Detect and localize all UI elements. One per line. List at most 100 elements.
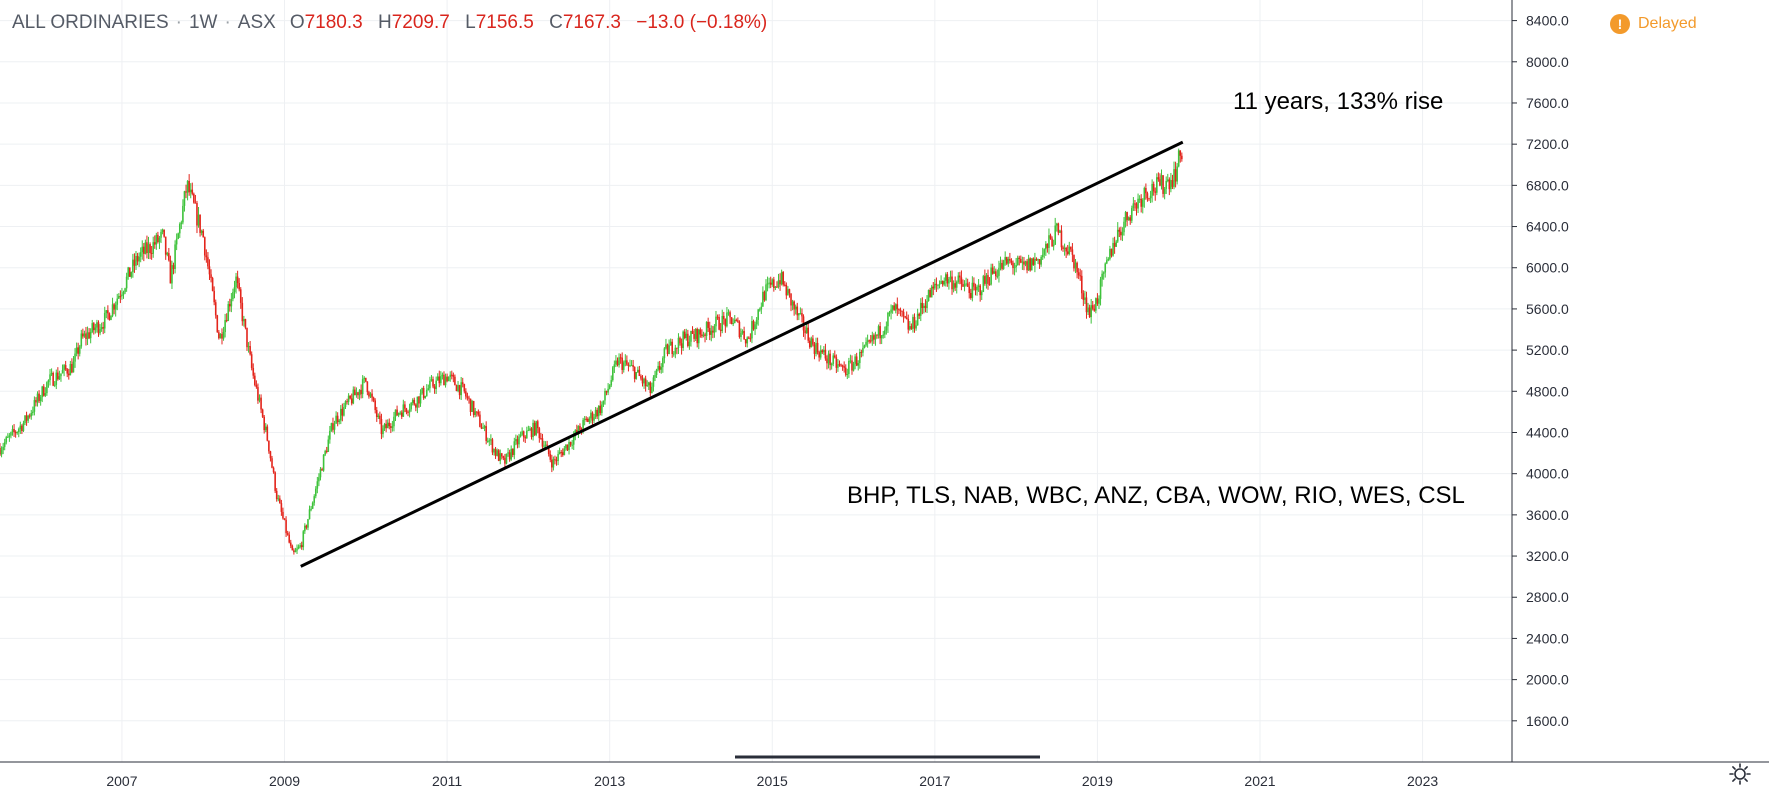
candle-body — [136, 255, 139, 262]
candle-body — [1095, 298, 1097, 311]
candle-body — [440, 376, 442, 384]
candle-body — [199, 214, 201, 233]
candle-body — [365, 377, 367, 382]
candle-body — [999, 262, 1002, 268]
candle-body — [927, 289, 930, 301]
candle-body — [685, 333, 688, 338]
candle-body — [1013, 267, 1016, 269]
candle-body — [396, 409, 398, 416]
trendline-layer[interactable] — [300, 140, 1184, 568]
candle-body — [274, 472, 276, 491]
candle-body — [268, 440, 270, 452]
candle-body — [688, 341, 691, 346]
candle-body — [1065, 247, 1067, 252]
candle-body — [618, 357, 620, 366]
price-axis[interactable]: 1600.0 2000.0 2400.0 2800.0 3200.0 3600.0 4000… — [1512, 13, 1569, 729]
interval-label[interactable]: 1W — [188, 12, 218, 33]
rise-annotation[interactable]: 11 years, 133% rise — [1233, 88, 1444, 115]
candle-body — [783, 284, 786, 286]
candle-body — [712, 330, 714, 333]
candle-body — [687, 333, 689, 346]
candle-body — [1052, 244, 1055, 247]
candle-body — [882, 334, 885, 336]
candle-body — [486, 440, 489, 442]
y-tick-label: 6800.0 — [1526, 177, 1569, 193]
candle-body — [7, 436, 9, 438]
candle-body — [890, 309, 892, 313]
candle-body — [665, 344, 667, 349]
candle-body — [740, 332, 742, 338]
candle-body — [105, 310, 108, 313]
candle-body — [929, 289, 931, 298]
exchange-label: ASX — [237, 12, 276, 33]
candle-body — [1154, 191, 1157, 193]
candle-body — [1177, 150, 1180, 167]
candle-body — [615, 360, 617, 365]
candle-body — [302, 531, 305, 548]
candle-body — [1023, 261, 1025, 265]
candle-body — [30, 412, 33, 417]
y-tick-label: 4800.0 — [1526, 383, 1569, 399]
candle-body — [558, 452, 561, 454]
candle-body — [602, 400, 605, 405]
candle-body — [1171, 180, 1174, 187]
candle-body — [188, 180, 190, 193]
candle-body — [1163, 188, 1166, 194]
trendline[interactable] — [300, 140, 1184, 568]
candle-body — [294, 550, 297, 553]
candle-body — [841, 365, 844, 367]
candle-body — [987, 275, 989, 284]
candle-body — [349, 395, 351, 399]
candle-body — [1068, 246, 1071, 254]
candle-body — [130, 272, 133, 277]
candle-body — [96, 322, 98, 328]
candle-body — [149, 244, 151, 254]
candle-body — [646, 385, 648, 387]
candle-body — [1105, 260, 1108, 264]
candle-body — [657, 365, 659, 370]
candle-body — [597, 405, 600, 417]
delayed-badge[interactable]: ! Delayed — [1610, 14, 1697, 34]
candle-body — [593, 417, 595, 421]
candle-body — [633, 367, 636, 379]
candle-body — [1041, 254, 1044, 258]
candle-body — [46, 382, 48, 394]
candle-body — [427, 388, 430, 390]
stocks-annotation[interactable]: BHP, TLS, NAB, WBC, ANZ, CBA, WOW, RIO, … — [847, 482, 1465, 509]
candle-body — [180, 222, 183, 225]
candle-body — [735, 319, 738, 321]
candle-body — [855, 356, 858, 366]
settings-gear-icon[interactable] — [1728, 762, 1752, 786]
candle-body — [732, 323, 734, 325]
candle-body — [97, 322, 100, 334]
candle-body — [794, 306, 797, 310]
candle-body — [744, 339, 747, 344]
candle-body — [35, 400, 37, 403]
candle-body — [272, 467, 275, 473]
candle-body — [208, 266, 211, 275]
candle-body — [926, 300, 928, 309]
candle-body — [1038, 259, 1041, 265]
candle-body — [339, 408, 342, 421]
candle-body — [327, 439, 330, 452]
candle-body — [232, 291, 234, 300]
candle-body — [862, 347, 864, 353]
chart-grid — [0, 0, 1512, 762]
candle-body — [1004, 257, 1006, 261]
candle-body — [457, 385, 459, 392]
candle-body — [350, 398, 353, 404]
candle-body — [38, 393, 40, 402]
candle-body — [233, 287, 236, 292]
candle-body — [304, 525, 306, 532]
candle-body — [1173, 169, 1175, 187]
candle-body — [1096, 298, 1099, 304]
candle-body — [493, 449, 495, 453]
symbol-name[interactable]: ALL ORDINARIES — [12, 12, 169, 33]
candle-body — [108, 313, 111, 321]
candle-body — [894, 304, 897, 311]
candle-body — [182, 205, 184, 223]
candle-body — [696, 328, 699, 344]
time-axis[interactable]: 2007 2009 2011 2013 2015 2017 2019 2021 2023 — [106, 773, 1438, 789]
candle-body — [1129, 217, 1132, 221]
